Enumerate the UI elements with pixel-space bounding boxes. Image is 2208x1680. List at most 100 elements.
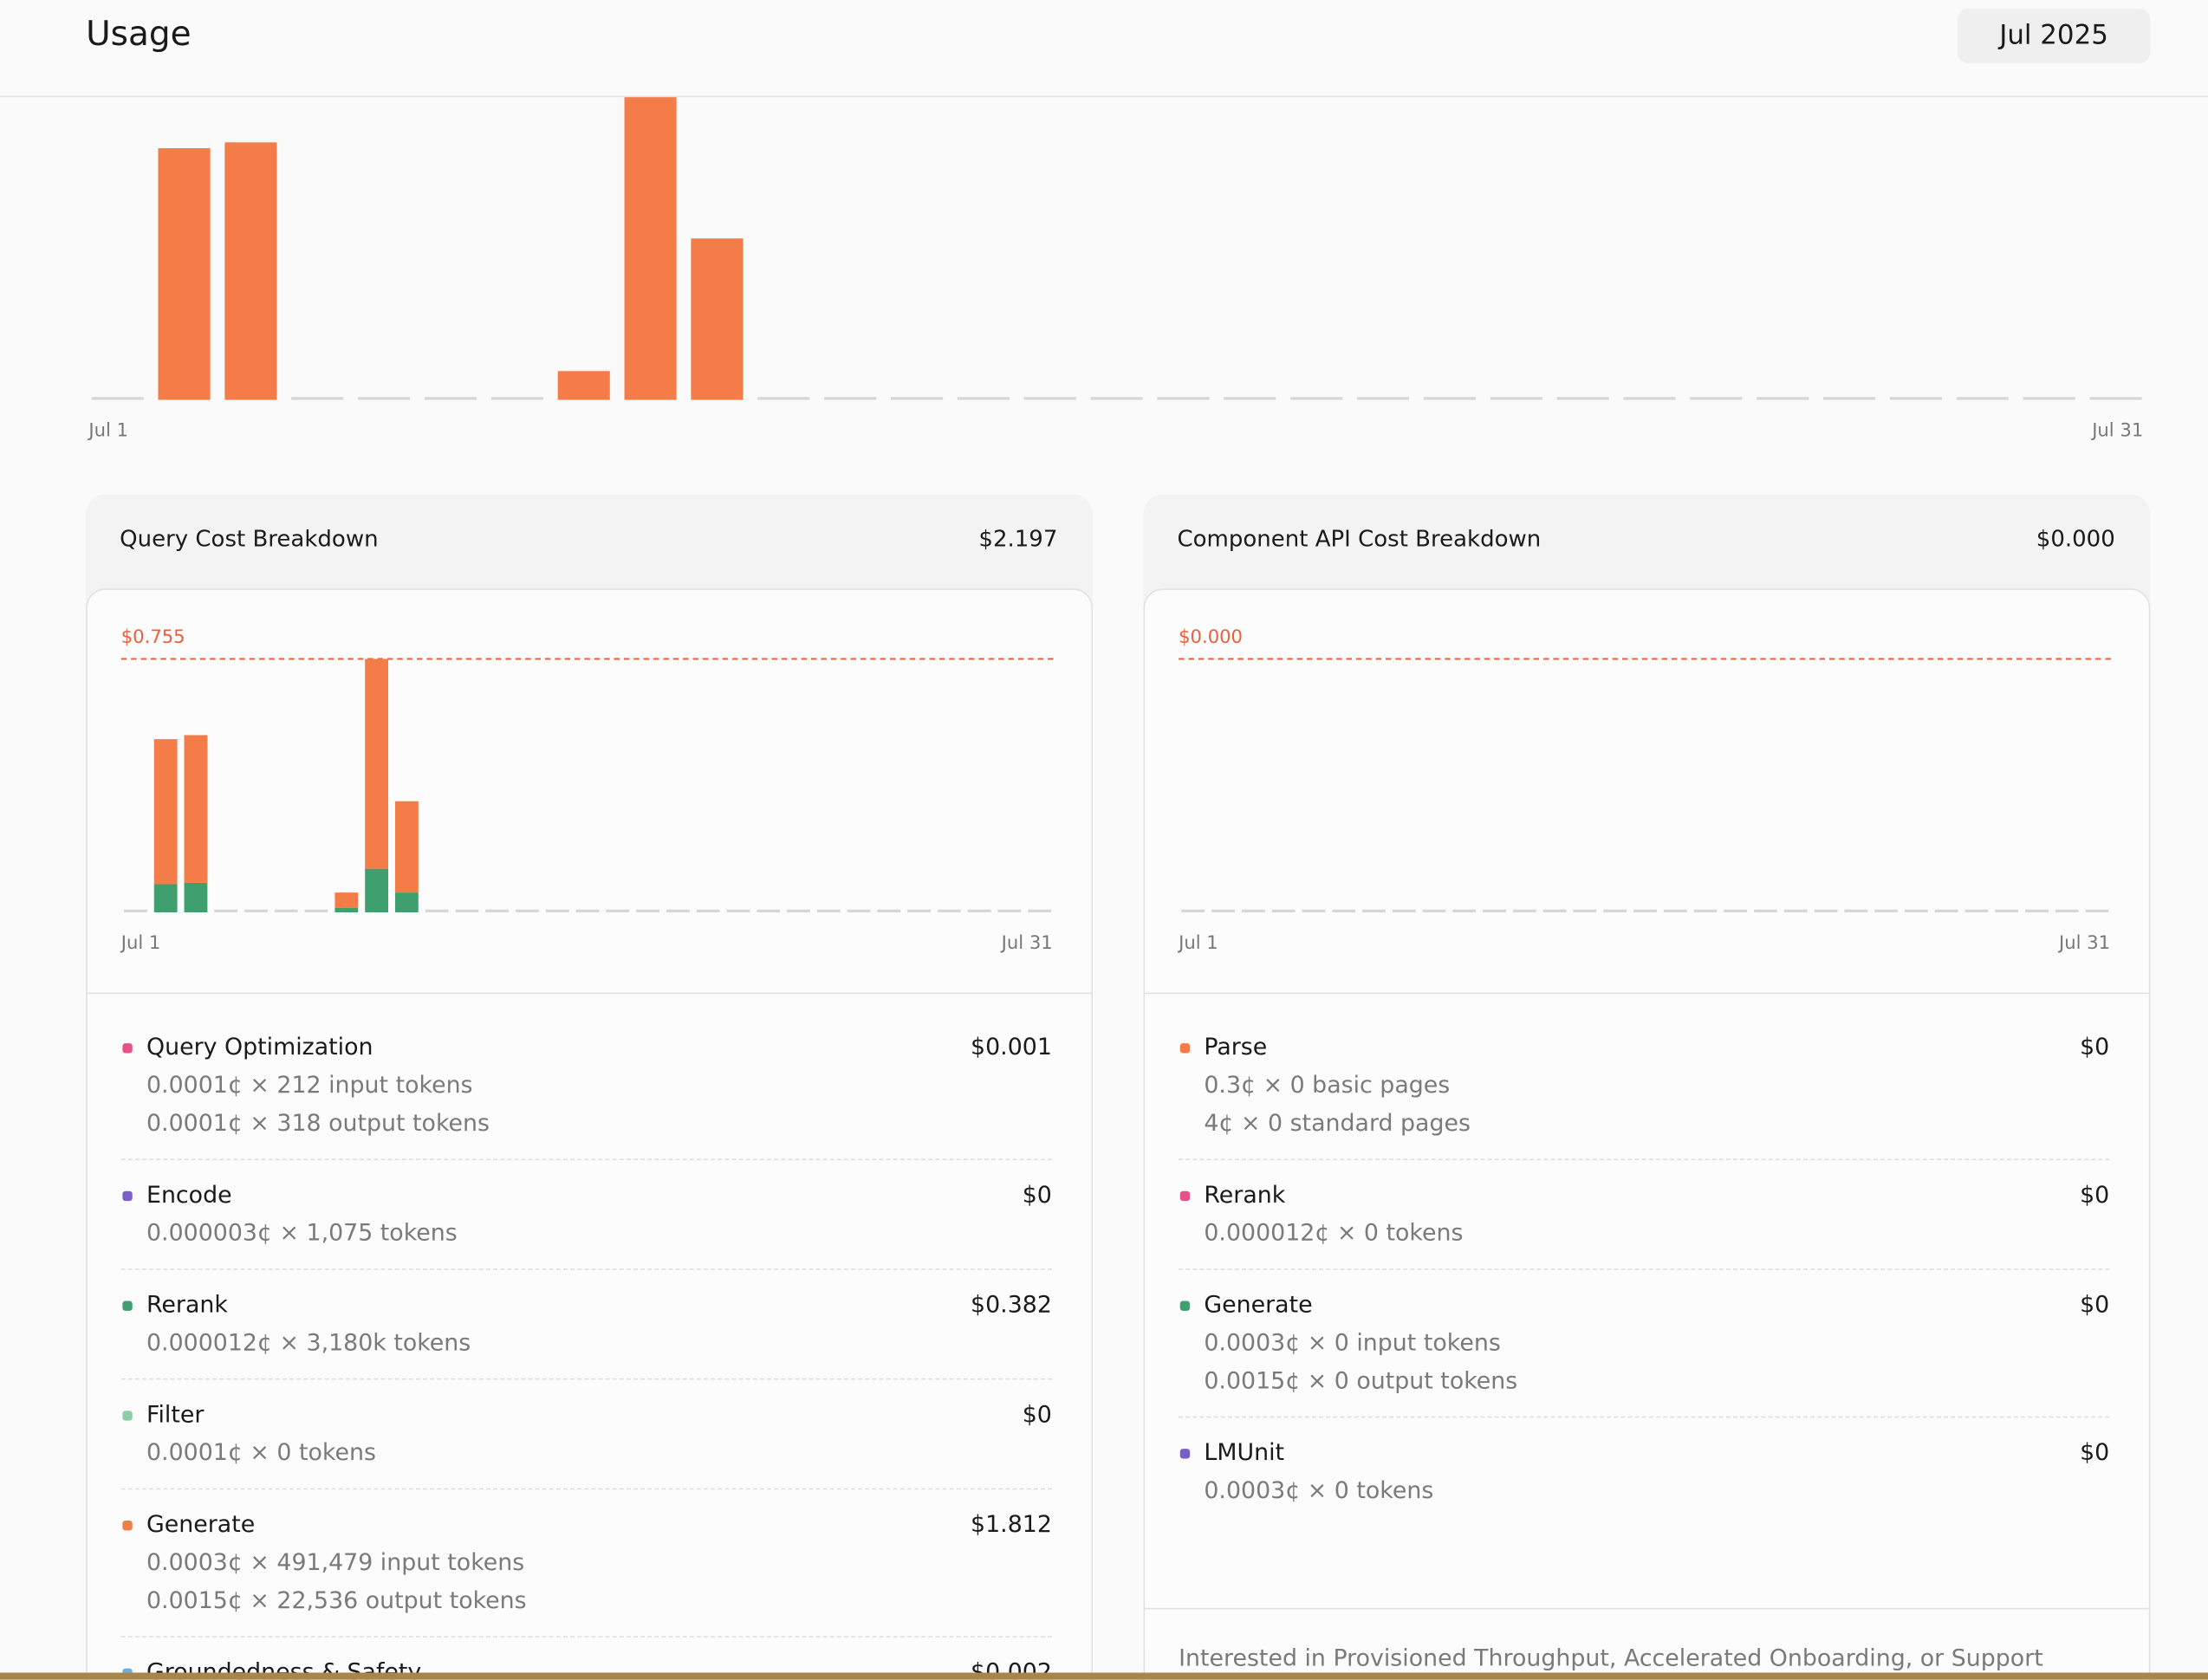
item-name: Generate xyxy=(146,1510,256,1538)
bar-segment xyxy=(184,882,208,912)
item-row: Filter $0 xyxy=(121,1398,1052,1432)
item-cost: $0.001 xyxy=(971,1033,1052,1061)
item-cost: $0 xyxy=(2080,1181,2110,1209)
item-detail: 0.0015¢ × 22,536 output tokens xyxy=(146,1586,527,1614)
panel-header: Component API Cost Breakdown $0.000 xyxy=(1144,494,2151,588)
item-detail: 0.0003¢ × 0 tokens xyxy=(1204,1476,1434,1504)
panel-card: $0.000 Jul 1 Jul 31 Parse $0 0.3¢ × 0 basic p… xyxy=(1143,588,2151,1680)
item-cost: $0 xyxy=(2080,1438,2110,1466)
bottom-bar xyxy=(0,1672,2208,1680)
cost-list: Query Optimization $0.001 0.0001¢ × 212 in… xyxy=(87,992,1092,1680)
component-panel: Component API Cost Breakdown $0.000 $0.00… xyxy=(1143,494,2151,1680)
bar-segment xyxy=(158,148,211,400)
item-detail: 0.3¢ × 0 basic pages xyxy=(1204,1071,1451,1099)
bar-segment xyxy=(394,892,419,912)
panel-total: $0.000 xyxy=(2036,525,2115,552)
cost-item: Filter $0 0.0001¢ × 0 tokens xyxy=(120,1380,1052,1490)
item-detail: 0.0001¢ × 0 tokens xyxy=(146,1438,376,1466)
item-row: Parse $0 xyxy=(1179,1031,2109,1065)
item-detail: 0.0015¢ × 0 output tokens xyxy=(1204,1366,1518,1394)
panel-title: Query Cost Breakdown xyxy=(120,525,379,552)
bar-segment xyxy=(153,739,178,885)
item-dot xyxy=(1179,1448,1191,1458)
bar-segment xyxy=(334,907,359,912)
bar-segment xyxy=(224,142,277,400)
item-row: Query Optimization $0.001 xyxy=(121,1031,1052,1065)
cost-chart: $0.000 Jul 1 Jul 31 xyxy=(1177,626,2114,953)
item-dot xyxy=(1179,1190,1191,1201)
item-name: Filter xyxy=(146,1400,205,1428)
item-name: Rerank xyxy=(1204,1181,1286,1209)
item-name: Encode xyxy=(146,1181,232,1209)
bar-segment xyxy=(184,735,208,883)
item-dot xyxy=(122,1520,133,1530)
item-dot xyxy=(122,1190,133,1201)
item-row: Rerank $0 xyxy=(1179,1178,2109,1212)
bar-segment xyxy=(557,371,610,400)
item-cost: $0 xyxy=(2080,1291,2110,1318)
item-row: Rerank $0.382 xyxy=(121,1288,1052,1322)
query-panel: Query Cost Breakdown $2.197 $0.755 Jul 1 Ju… xyxy=(86,494,1093,1680)
header: Usage Jul 2025 xyxy=(0,0,2208,98)
item-cost: $0.382 xyxy=(971,1291,1052,1318)
item-detail: 0.000003¢ × 1,075 tokens xyxy=(146,1219,458,1247)
panel-header: Query Cost Breakdown $2.197 xyxy=(86,494,1093,588)
x-tick-label: Jul 31 xyxy=(2090,418,2143,440)
bar-segment xyxy=(691,238,744,400)
item-detail: 0.000012¢ × 3,180k tokens xyxy=(146,1329,471,1356)
cost-item: Parse $0 0.3¢ × 0 basic pages 4¢ × 0 standa… xyxy=(1179,1012,2110,1160)
bar-segment xyxy=(334,892,359,908)
cost-item: Rerank $0 0.000012¢ × 0 tokens xyxy=(1179,1160,2110,1270)
cost-item: Generate $1.812 0.0003¢ × 491,479 input to… xyxy=(120,1489,1052,1638)
item-detail: 0.0001¢ × 318 output tokens xyxy=(146,1109,490,1137)
item-cost: $0 xyxy=(1022,1400,1052,1428)
item-detail: 0.0003¢ × 491,479 input tokens xyxy=(146,1548,525,1576)
item-cost: $0 xyxy=(1022,1181,1052,1209)
item-name: Rerank xyxy=(146,1291,228,1318)
item-dot xyxy=(1179,1042,1191,1053)
item-detail: 0.0003¢ × 0 input tokens xyxy=(1204,1329,1501,1356)
panel-card: $0.755 Jul 1 Jul 31 Query Optimization $0.00… xyxy=(86,588,1093,1680)
bar-segment xyxy=(365,658,389,869)
item-detail: 4¢ × 0 standard pages xyxy=(1204,1109,1471,1137)
ref-line-label: $0.000 xyxy=(1179,626,1243,647)
cost-item: LMUnit $0 0.0003¢ × 0 tokens xyxy=(1179,1417,2109,1526)
page-title: Usage xyxy=(86,14,192,54)
cost-item: Encode $0 0.000003¢ × 1,075 tokens xyxy=(120,1160,1052,1270)
cost-chart: $0.755 Jul 1 Jul 31 xyxy=(120,626,1057,953)
cost-item: Generate $0 0.0003¢ × 0 input tokens 0.0015… xyxy=(1179,1270,2110,1418)
item-row: Generate $0 xyxy=(1179,1288,2109,1322)
panel-title: Component API Cost Breakdown xyxy=(1177,525,1542,552)
x-tick-label: Jul 31 xyxy=(1000,931,1053,953)
item-dot xyxy=(122,1410,133,1420)
item-detail: 0.0001¢ × 212 input tokens xyxy=(146,1071,473,1099)
item-dot xyxy=(122,1300,133,1311)
bar-segment xyxy=(153,884,178,912)
x-tick-label: Jul 31 xyxy=(2057,931,2110,953)
bar-segment xyxy=(365,868,389,912)
item-cost: $0 xyxy=(2080,1033,2110,1061)
item-name: Parse xyxy=(1204,1033,1268,1061)
cost-list: Parse $0 0.3¢ × 0 basic pages 4¢ × 0 standa… xyxy=(1145,992,2149,1611)
ref-line-label: $0.755 xyxy=(121,626,185,647)
panel-total: $2.197 xyxy=(978,525,1058,552)
x-tick-label: Jul 1 xyxy=(1177,931,1218,953)
item-row: Encode $0 xyxy=(121,1178,1052,1212)
cost-item: Query Optimization $0.001 0.0001¢ × 212 in… xyxy=(120,1012,1052,1160)
bar-segment xyxy=(394,801,419,893)
item-cost: $1.812 xyxy=(971,1510,1052,1538)
footer-note: Interested in Provisioned Throughput, Ac… xyxy=(1145,1607,2149,1680)
x-tick-label: Jul 1 xyxy=(87,418,128,440)
item-name: LMUnit xyxy=(1204,1438,1285,1466)
item-name: Query Optimization xyxy=(146,1033,373,1061)
item-name: Generate xyxy=(1204,1291,1313,1318)
item-detail: 0.000012¢ × 0 tokens xyxy=(1204,1219,1464,1247)
item-row: LMUnit $0 xyxy=(1179,1437,2109,1470)
item-dot xyxy=(122,1042,133,1053)
item-dot xyxy=(1179,1300,1191,1311)
item-row: Generate $1.812 xyxy=(121,1508,1052,1541)
month-picker[interactable]: Jul 2025 xyxy=(1957,8,2151,64)
cost-item: Rerank $0.382 0.000012¢ × 3,180k tokens xyxy=(120,1270,1052,1380)
